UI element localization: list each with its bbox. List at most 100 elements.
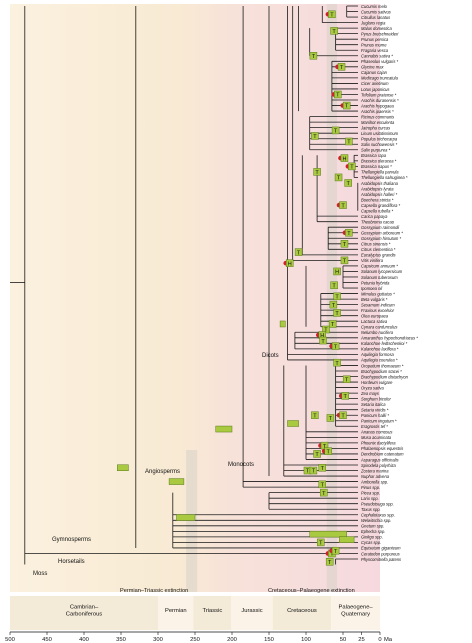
species-label: Equisetum giganteum [361,546,401,551]
period-label: Palaeogene– [338,605,373,611]
clade-label-gymnosperms: Gymnosperms [52,537,91,543]
species-label: Ananas comosus [360,430,392,435]
wgd-marker-letter: T [324,328,328,334]
wgd-marker-letter: H [342,156,346,162]
species-label: Eragrostis tef * [361,424,388,429]
wgd-marker-letter: T [306,469,310,475]
wgd-marker [313,168,321,176]
species-label: Taxus spp. [361,507,381,512]
wgd-marker-letter: T [312,469,316,475]
species-label: Ephedra spp. [361,529,385,534]
wgd-marker [342,101,351,110]
species-label: Arachis duranensis * [360,98,399,103]
wgd-marker-letter: T [315,170,319,176]
species-label: Kalanchoe fedtschenkoi * [361,341,408,346]
period-box [193,596,232,630]
wgd-marker [345,228,353,237]
species-label: Dendrobium catenatum [361,452,404,457]
species-label: Salix suchowensis * [361,142,398,147]
event-label-cretaceous-palaeogene: Cretaceous–Palaeogene extinction [268,588,355,594]
wgd-interval-bar [309,530,347,538]
wgd-marker [328,10,336,19]
species-label: Thellungiella parvula [361,170,399,175]
species-label: Zostera marina [360,468,389,473]
wgd-marker-letter: T [332,29,336,35]
species-label: Physcomitrella patens [361,557,401,562]
wgd-marker-letter: T [336,93,340,99]
wgd-marker [330,27,338,35]
species-label: Solanum tuberosum [361,275,398,280]
clade-label-monocots: Monocots [228,462,254,468]
species-label: Carica papaya [361,214,388,219]
wgd-interval-bar [117,464,129,472]
axis-tick-label: 250 [190,637,200,643]
wgd-marker-letter: T [334,549,338,555]
species-label: Brassica rapa [361,153,387,158]
species-label: Kalanchoe laxiflora * [361,347,399,352]
wgd-marker-letter: T [323,444,327,450]
species-label: Medicago truncatula [361,76,399,81]
axis-tick-label: 500 [5,637,15,643]
wgd-marker [342,375,351,384]
wgd-marker [311,132,319,140]
event-label-permian-triassic: Permian–Triassic extinction [120,588,188,594]
wgd-marker-letter: T [347,140,351,146]
species-label: Gnetum spp. [361,524,384,529]
wgd-marker [339,201,347,209]
wgd-marker-letter: T [350,165,354,171]
axis-tick-label: 350 [116,637,126,643]
species-label: Citrullus lanatus [361,15,390,20]
species-label: Ginkgo spp. [361,535,383,540]
axis-tick-label: 25 [358,637,364,643]
wgd-marker-letter: T [313,134,317,140]
species-label: Setaria viridis * [361,407,389,412]
species-label: Arabidopsis thaliana [360,181,399,186]
wgd-marker [339,411,347,419]
period-label: Triassic [203,608,223,614]
species-label: Manihot esculenta [361,120,395,125]
wgd-marker [320,488,328,497]
species-label: Solanum lycopersicum [361,269,403,274]
wgd-marker-letter: T [312,54,316,60]
wgd-marker [340,154,349,162]
wgd-marker-letter: T [332,303,336,309]
wgd-marker-letter: T [321,466,325,472]
species-label: Panicum hallii * [361,413,389,418]
wgd-marker [328,320,337,328]
wgd-marker-letter: T [347,231,351,237]
wgd-marker [331,126,340,135]
species-label: Fragaria vesca [361,48,389,53]
wgd-interval-bar [176,514,196,521]
species-label: Oryza sativa [361,385,384,390]
wgd-marker [318,480,327,489]
wgd-interval-bar [339,536,355,543]
wgd-marker-letter: T [335,361,339,367]
wgd-marker [333,267,341,276]
wgd-marker [344,179,352,187]
wgd-marker-letter: T [319,541,323,547]
wgd-marker [333,358,341,367]
wgd-interval-bar [215,425,233,433]
species-label: Cycas spp. [361,540,381,545]
species-label: Oropetium thomaeum * [361,363,404,368]
axis-unit-label: Ma [384,637,393,643]
wgd-marker-letter: T [344,394,348,400]
species-label: Ricinus communis [361,114,394,119]
pt-band [186,450,198,592]
species-label: Aquilegia formosa [360,352,394,357]
wgd-marker-letter: T [345,377,349,383]
wgd-marker [341,392,349,400]
clade-label-horsetails: Horsetails [58,559,85,565]
wgd-marker-letter: T [335,295,339,301]
species-label: Thellungiella salsuginea * [361,175,408,180]
wgd-marker-letter: T [334,129,338,135]
species-label: Asparagus officinalis [360,457,399,462]
species-label: Amaranthus hypochondriacus * [360,336,418,341]
species-label: Brachypodium stacei * [361,369,402,374]
wgd-marker [331,342,340,350]
species-label: Olea europaea [361,313,389,318]
species-label: Prunus mume [361,43,387,48]
wgd-marker [324,447,332,455]
species-label: Aquilegia coerulea * [360,358,398,363]
species-label: Eucalyptus grandis [361,253,396,258]
